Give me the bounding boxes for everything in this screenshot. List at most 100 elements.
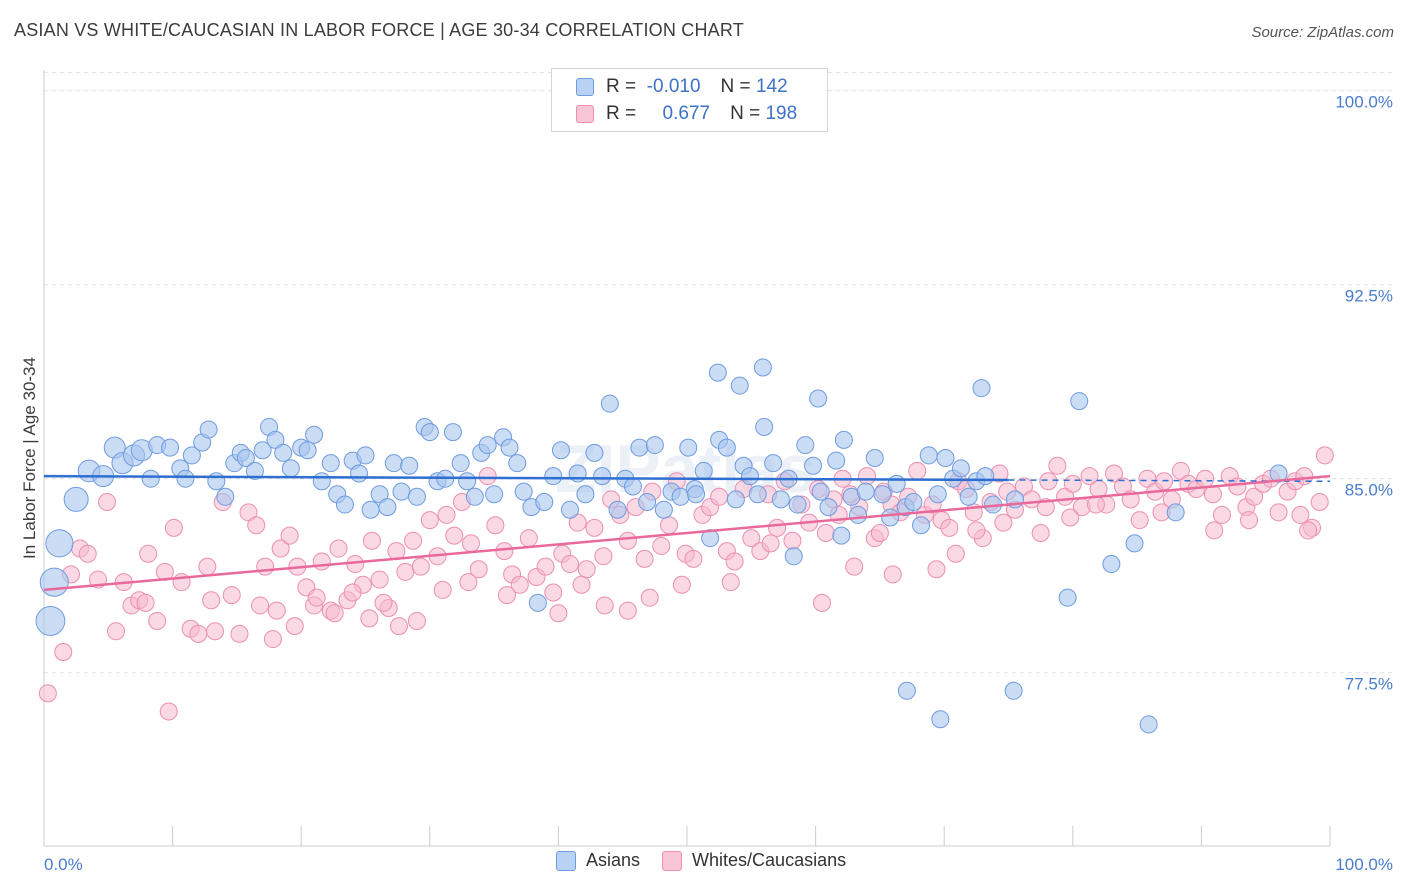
point-whites [1039,472,1058,491]
legend-item-asians[interactable]: Asians [556,850,640,871]
point-asians [305,425,324,444]
point-asians [694,461,713,480]
point-asians [420,423,439,442]
point-asians [1139,715,1158,734]
point-asians [176,469,195,488]
point-asians [236,449,255,467]
point-asians [465,487,484,506]
point-asians [45,529,74,558]
point-asians [400,456,419,475]
point-whites [768,518,787,537]
r-value: -0.010 [646,76,701,97]
point-asians [161,438,180,457]
point-whites [459,573,478,592]
point-whites [1080,467,1099,486]
point-asians [478,436,497,455]
point-asians [755,417,774,436]
point-whites [159,702,178,721]
point-whites [618,601,637,620]
point-asians [623,477,642,496]
point-whites [206,622,225,641]
point-asians [443,423,462,442]
point-whites [495,542,514,561]
point-whites [725,552,744,571]
point-whites [870,524,889,543]
point-asians [335,495,354,514]
point-whites [572,575,591,594]
point-whites [684,549,703,568]
point-asians [881,508,900,527]
point-whites [1031,524,1050,543]
point-whites [742,529,761,548]
point-whites [845,557,864,576]
point-whites [136,593,155,612]
point-whites [370,570,389,589]
point-whites [445,526,464,545]
point-whites [1291,505,1310,524]
point-whites [1295,467,1314,486]
point-asians [207,472,226,491]
point-whites [307,588,326,607]
point-whites [107,622,126,641]
point-asians [753,358,772,377]
point-whites [329,539,348,558]
point-asians [253,441,272,460]
asians-swatch [556,850,576,871]
point-whites [271,539,290,558]
point-whites [267,601,286,620]
point-asians [771,490,790,509]
point-asians [544,467,563,486]
stats-legend: R = -0.010 N = 142 R = 0.677 N = 198 [551,68,828,132]
point-whites [256,557,275,576]
point-whites [1299,521,1318,540]
point-asians [39,567,69,597]
point-whites [618,531,637,550]
point-whites [946,544,965,563]
point-asians [730,376,749,395]
y-tick-label: 100.0% [1335,93,1393,112]
point-asians [141,469,160,488]
n-label: N = [730,103,761,124]
point-asians [63,486,89,512]
point-asians [809,389,828,408]
point-asians [654,500,673,519]
point-whites [595,596,614,615]
point-asians [936,449,955,467]
point-asians [972,379,991,398]
point-whites [251,596,270,615]
point-whites [940,518,959,537]
point-whites [202,591,221,610]
point-asians [600,394,619,413]
point-whites [594,547,613,566]
point-asians [528,593,547,612]
point-asians [679,438,698,457]
point-whites [672,575,691,594]
point-asians [832,526,851,545]
point-whites [404,531,423,550]
point-whites [420,511,439,530]
point-whites [1310,492,1329,511]
point-whites [1104,464,1123,483]
point-whites [1130,511,1149,530]
point-asians [804,456,823,475]
point-asians [897,681,916,700]
point-asians [451,454,470,473]
point-asians [856,482,875,501]
legend-label-whites: Whites/Caucasians [692,850,847,870]
point-asians [912,516,931,535]
point-asians [508,454,527,473]
point-whites [721,573,740,592]
point-asians [687,485,706,504]
point-whites [761,534,780,553]
series-legend: Asians Whites/Caucasians [556,850,868,871]
point-asians [726,490,745,509]
point-asians [182,446,201,465]
point-asians [645,436,664,455]
point-whites [1315,446,1334,465]
trendline-asians [43,474,1009,482]
point-whites [640,588,659,607]
legend-item-whites[interactable]: Whites/Caucasians [662,850,846,871]
point-asians [827,451,846,470]
whites-swatch [576,105,594,123]
point-whites [549,604,568,623]
